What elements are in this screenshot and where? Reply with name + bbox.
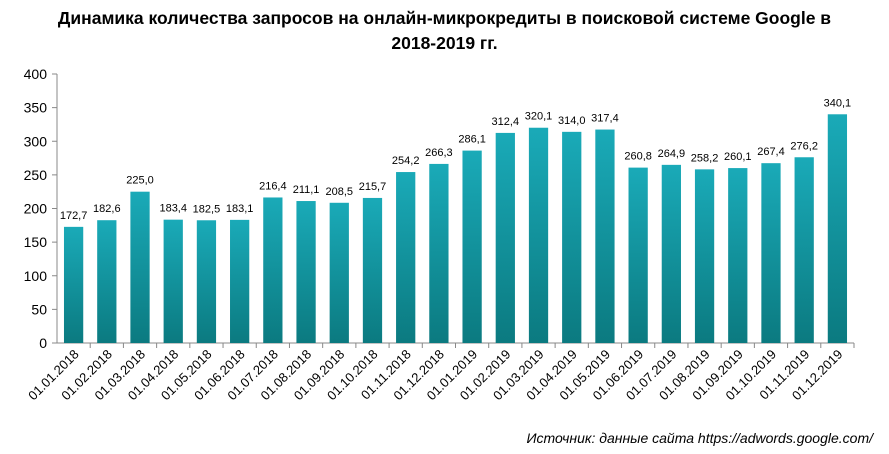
bar-01.08.2019 <box>694 169 715 343</box>
data-label: 264,9 <box>658 148 686 160</box>
data-label: 260,1 <box>724 151 752 163</box>
y-tick-label: 200 <box>24 201 48 217</box>
bar-01.07.2019 <box>661 164 681 343</box>
bar-01.11.2018 <box>396 172 416 343</box>
chart-title-line-1: Динамика количества запросов на онлайн-м… <box>57 8 832 28</box>
data-label: 266,3 <box>425 147 453 159</box>
source-note: Источник: данные сайта https://adwords.g… <box>526 430 873 446</box>
bar-01.07.2018 <box>263 197 283 343</box>
bar-01.03.2018 <box>130 191 150 343</box>
chart-title-line-2: 2018-2019 гг. <box>391 33 498 53</box>
data-label: 267,4 <box>757 146 785 158</box>
bar-01.12.2018 <box>429 163 449 343</box>
data-label: 320,1 <box>525 111 553 123</box>
bar-01.12.2019 <box>827 114 848 344</box>
data-label: 182,5 <box>193 203 221 215</box>
bar-01.04.2019 <box>562 131 582 343</box>
y-tick-label: 350 <box>24 100 48 116</box>
data-label: 215,7 <box>359 181 387 193</box>
data-label: 183,4 <box>159 203 187 215</box>
data-label: 183,1 <box>226 203 254 215</box>
data-label: 211,1 <box>293 184 320 196</box>
data-label: 258,2 <box>691 152 719 164</box>
bar-01.03.2019 <box>528 127 549 343</box>
y-tick-label: 400 <box>24 66 48 82</box>
bar-01.11.2019 <box>794 157 814 343</box>
bar-01.06.2019 <box>628 167 648 343</box>
y-tick-label: 50 <box>31 301 47 317</box>
bar-01.09.2019 <box>728 168 748 343</box>
bar-01.09.2018 <box>329 202 349 343</box>
y-tick-label: 150 <box>24 234 48 250</box>
bar-01.06.2018 <box>230 219 250 343</box>
y-tick-label: 100 <box>24 268 48 284</box>
chart-title: Динамика количества запросов на онлайн-м… <box>0 6 889 56</box>
bar-01.10.2019 <box>761 163 781 343</box>
data-label: 254,2 <box>392 155 420 167</box>
data-label: 312,4 <box>492 116 520 128</box>
data-label: 182,6 <box>93 203 121 215</box>
bar-01.04.2018 <box>163 219 183 343</box>
bar-01.01.2019 <box>462 150 482 343</box>
data-label: 216,4 <box>259 180 287 192</box>
bar-01.05.2019 <box>595 129 615 343</box>
data-label: 286,1 <box>458 134 486 146</box>
data-label: 208,5 <box>326 186 354 198</box>
data-label: 314,0 <box>558 115 586 127</box>
y-tick-label: 0 <box>39 335 47 351</box>
data-label: 317,4 <box>591 113 619 125</box>
bar-01.01.2018 <box>63 226 84 343</box>
data-label: 340,1 <box>824 97 852 109</box>
y-tick-label: 250 <box>24 167 48 183</box>
data-label: 276,2 <box>790 140 818 152</box>
data-label: 260,8 <box>624 151 652 163</box>
y-tick-label: 300 <box>24 133 48 149</box>
bar-01.08.2018 <box>296 201 316 343</box>
data-label: 172,7 <box>60 210 88 222</box>
bar-01.05.2018 <box>196 220 217 343</box>
data-label: 225,0 <box>126 175 154 187</box>
bar-01.02.2018 <box>97 220 117 343</box>
bar-01.02.2019 <box>495 132 515 343</box>
bar-01.10.2018 <box>362 197 383 343</box>
